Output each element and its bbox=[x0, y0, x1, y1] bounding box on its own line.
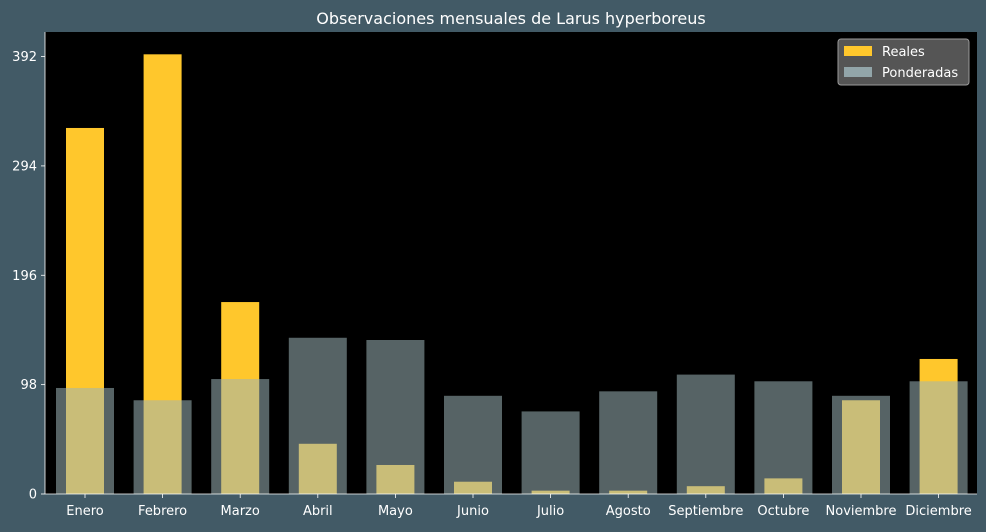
plot-area bbox=[45, 32, 977, 494]
x-tick-label-julio: Julio bbox=[536, 504, 564, 519]
y-tick-label: 392 bbox=[12, 50, 37, 65]
x-tick-label-noviembre: Noviembre bbox=[826, 504, 897, 519]
legend-label-reales: Reales bbox=[882, 45, 925, 60]
bar-ponderadas-febrero bbox=[133, 400, 192, 494]
legend: Reales Ponderadas bbox=[837, 38, 970, 86]
x-tick-label-mayo: Mayo bbox=[378, 504, 413, 519]
legend-label-ponderadas: Ponderadas bbox=[882, 66, 958, 81]
bar-ponderadas-enero bbox=[56, 387, 114, 494]
y-tick-label: 98 bbox=[20, 378, 37, 393]
legend-swatch-reales bbox=[844, 46, 872, 56]
bar-ponderadas-junio bbox=[444, 395, 502, 494]
y-tick-label: 0 bbox=[29, 488, 37, 503]
x-tick-label-diciembre: Diciembre bbox=[905, 504, 971, 519]
bar-ponderadas-agosto bbox=[599, 391, 658, 494]
bar-ponderadas-abril bbox=[288, 337, 347, 494]
axis-layer: 0 98 196 294 392 Enero Febrero Marzo Abril Mayo Ju… bbox=[12, 32, 977, 519]
bar-ponderadas-noviembre bbox=[832, 395, 890, 494]
x-tick-label-octubre: Octubre bbox=[757, 504, 809, 519]
chart-title: Observaciones mensuales de Larus hyperbo… bbox=[316, 9, 705, 28]
x-tick-label-enero: Enero bbox=[66, 504, 104, 519]
bar-ponderadas-julio bbox=[521, 411, 580, 494]
x-tick-label-junio: Junio bbox=[456, 504, 489, 519]
x-tick-label-septiembre: Septiembre bbox=[668, 504, 743, 519]
bar-ponderadas-septiembre bbox=[676, 374, 735, 494]
x-tick-label-abril: Abril bbox=[303, 504, 333, 519]
y-tick-label: 196 bbox=[12, 269, 37, 284]
x-tick-label-febrero: Febrero bbox=[138, 504, 187, 519]
x-tick-label-agosto: Agosto bbox=[606, 504, 651, 519]
legend-swatch-ponderadas bbox=[844, 67, 872, 77]
bar-ponderadas-marzo bbox=[211, 379, 270, 494]
bar-ponderadas-mayo bbox=[366, 340, 425, 494]
y-tick-label: 294 bbox=[12, 159, 37, 174]
bar-ponderadas-octubre bbox=[754, 381, 813, 494]
x-tick-label-marzo: Marzo bbox=[221, 504, 260, 519]
bar-ponderadas-diciembre bbox=[909, 381, 968, 494]
bars-layer bbox=[56, 54, 968, 495]
